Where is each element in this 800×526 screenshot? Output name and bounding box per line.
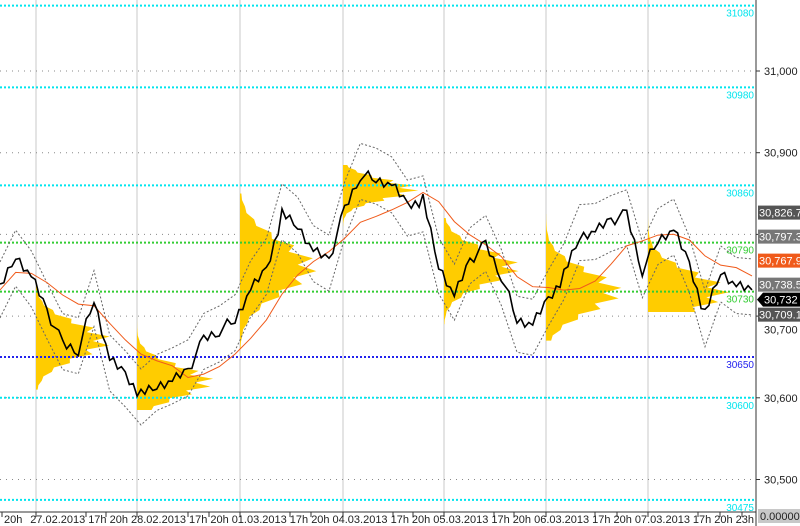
- price-tag-label: 30,797.3: [759, 232, 800, 244]
- indicator-readout: 0.00000: [760, 511, 800, 523]
- volume-profile: [240, 193, 317, 349]
- vwap-line: [0, 191, 753, 379]
- price-tag: [758, 229, 800, 244]
- volume-profile: [444, 218, 519, 325]
- price-tag-label: 30,709.1: [759, 310, 800, 322]
- x-tick-label: 20h: [210, 514, 228, 526]
- volume-profile: [137, 316, 214, 411]
- level-label: 30860: [726, 188, 754, 199]
- x-tick-label: 20h: [412, 514, 430, 526]
- x-tick-label: 17h: [88, 514, 106, 526]
- x-tick-label: 04.03.2013: [333, 514, 388, 526]
- x-tick-label: 20h: [110, 514, 128, 526]
- x-tick-label: 27.02.2013: [30, 514, 85, 526]
- x-tick-label: 05.03.2013: [433, 514, 488, 526]
- x-tick-label: 28.02.2013: [131, 514, 186, 526]
- price-tag-label: 30,738.5: [759, 280, 800, 292]
- x-tick-label: 20h: [513, 514, 531, 526]
- x-tick-label: 17h: [491, 514, 509, 526]
- deviation-band: [0, 142, 753, 370]
- x-tick-label: 17h: [693, 514, 711, 526]
- level-label: 30475: [726, 503, 754, 514]
- y-tick-label: 30,600: [764, 393, 798, 405]
- level-label: 31080: [726, 9, 754, 20]
- price-tag: [758, 205, 800, 220]
- y-tick-label: 30,700: [764, 325, 798, 337]
- volume-profile: [546, 213, 622, 341]
- price-tag: [758, 307, 800, 322]
- indicator-readout-box: [758, 509, 800, 523]
- price-tag: [758, 253, 800, 268]
- price-tag: [758, 277, 800, 292]
- x-tick-label: 23h: [736, 514, 754, 526]
- x-tick-label: 01.03.2013: [232, 514, 287, 526]
- price-tag-label: 30,826.7: [759, 208, 800, 220]
- last-price-label: 30,732: [764, 295, 798, 307]
- level-label: 30600: [726, 401, 754, 412]
- price-tag-label: 30,767.9: [759, 256, 800, 268]
- level-label: 30980: [726, 90, 754, 101]
- level-label: 30650: [726, 360, 754, 371]
- level-label: 30790: [726, 246, 754, 257]
- x-tick-label: 20h: [714, 514, 732, 526]
- price-series: [0, 169, 753, 399]
- deviation-band: [0, 198, 753, 426]
- x-tick-label: 06.03.2013: [534, 514, 589, 526]
- x-tick-label: 17h: [290, 514, 308, 526]
- y-tick-label: 30,900: [764, 148, 798, 160]
- x-tick-label: 20h: [614, 514, 632, 526]
- x-tick-label: 17h: [592, 514, 610, 526]
- last-price-tag: [757, 292, 800, 307]
- x-tick-label: 07.03.2013: [635, 514, 690, 526]
- level-label: 30730: [726, 295, 754, 306]
- x-tick-label: 17h: [391, 514, 409, 526]
- volume-profile: [648, 193, 729, 313]
- y-tick-label: 30,500: [764, 475, 798, 487]
- y-tick-label: 31,000: [764, 66, 798, 78]
- x-tick-label: 17h: [189, 514, 207, 526]
- x-tick-label: 20h: [311, 514, 329, 526]
- x-tick-label: 20h: [4, 514, 22, 526]
- volume-profile: [343, 164, 419, 227]
- volume-profile: [36, 283, 110, 390]
